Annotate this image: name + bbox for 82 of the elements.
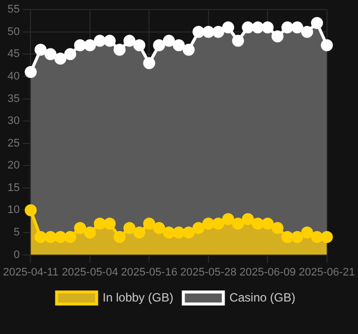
x-tick-label: 2025-05-16 [121,266,178,278]
point [162,34,175,47]
point [114,230,126,243]
y-tick-label: 40 [7,70,20,83]
point [64,48,76,60]
point [301,26,314,38]
y-tick-label: 5 [14,226,20,239]
point [182,226,195,239]
point [34,44,47,56]
point [24,204,37,216]
point [84,226,96,239]
point [272,30,284,42]
y-tick-label: 0 [14,248,20,261]
y-tick-label: 15 [7,182,20,194]
y-tick-label: 35 [7,92,20,105]
point [281,21,294,34]
point [301,226,314,239]
point [262,218,274,230]
point [64,230,76,243]
point [232,218,244,230]
point [212,26,224,38]
point [74,222,86,234]
point [222,213,234,226]
point [123,34,136,47]
point [143,218,156,230]
point [133,39,146,52]
point [182,44,195,56]
x-tick-label: 2025-06-21 [298,266,356,278]
y-tick-label: 50 [7,26,20,38]
point [192,222,205,234]
point [172,39,185,52]
point [34,230,47,243]
x-tick-label: 2025-04-11 [3,266,58,278]
legend-label: In lobby (GB) [102,290,174,304]
point [153,222,166,234]
point [94,218,106,230]
y-tick-label: 25 [7,137,20,150]
point [242,213,254,226]
point [104,218,116,230]
point [74,39,86,52]
y-tick-label: 30 [7,115,20,128]
point [291,21,304,34]
point [310,16,323,29]
point [272,222,284,234]
point [84,39,96,52]
point [192,26,205,38]
point [232,34,244,47]
x-tick-label: 2025-05-28 [180,266,237,278]
point [143,57,156,70]
point [202,26,214,38]
point [172,226,185,239]
y-tick-label: 55 [7,4,20,16]
point [114,44,126,56]
point [153,39,166,52]
point [222,21,234,34]
point [291,230,304,243]
y-tick-label: 20 [7,160,20,172]
point [54,52,66,65]
point [123,222,136,234]
point [94,34,106,47]
point [252,21,264,34]
point [24,66,37,78]
point [133,226,146,239]
point [54,230,66,243]
point [320,39,333,52]
point [281,230,294,243]
point [262,21,274,34]
legend-label: Casino (GB) [229,290,296,304]
x-tick-label: 2025-05-04 [62,266,118,278]
x-tick-label: 2025-06-09 [239,266,296,278]
y-tick-label: 45 [7,48,20,60]
point [44,230,56,243]
point [162,226,175,239]
y-tick-label: 10 [7,204,20,216]
point [320,230,333,243]
point [44,48,56,60]
point [212,218,224,230]
point [104,34,116,47]
point [310,230,323,243]
point [242,21,254,34]
point [202,218,214,230]
point [252,218,264,230]
